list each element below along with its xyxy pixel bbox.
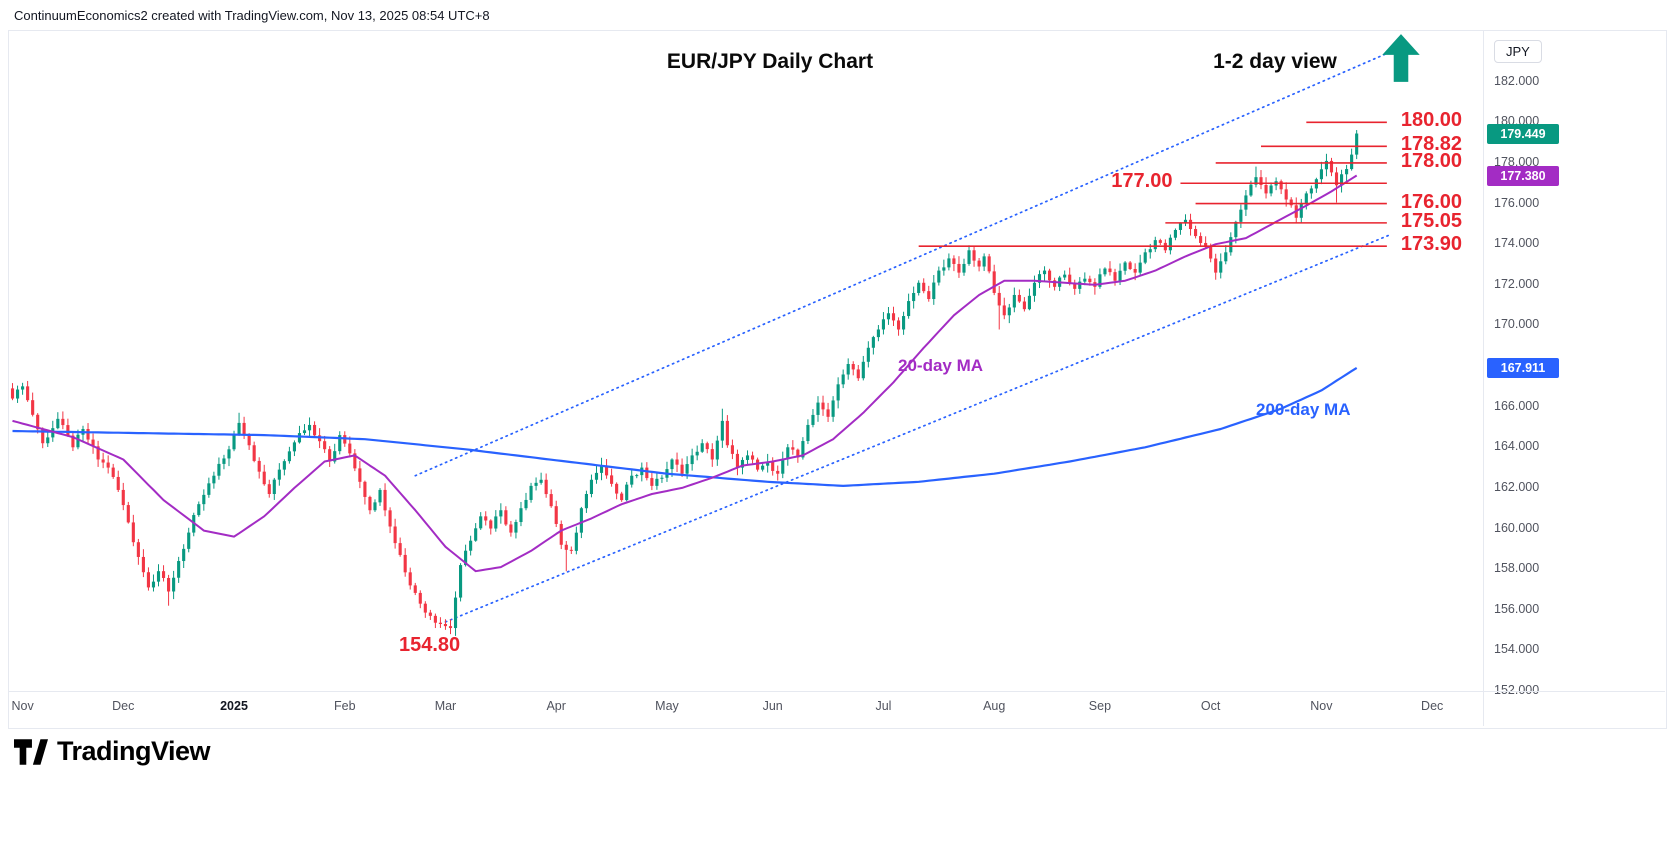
candles: [10, 130, 1359, 636]
chart-canvas[interactable]: [0, 0, 1674, 730]
time-axis-divider: [9, 691, 1665, 692]
view-note: 1-2 day view: [1213, 50, 1337, 73]
tradingview-logo[interactable]: TradingView: [14, 736, 211, 767]
up-arrow-icon: [1382, 34, 1420, 82]
ma200-label: 200-day MA: [1256, 400, 1351, 419]
tradingview-logo-text: TradingView: [57, 736, 211, 766]
attribution-text: ContinuumEconomics2 created with Trading…: [14, 8, 490, 23]
trend-channel-line[interactable]: [414, 50, 1393, 477]
price-axis-divider: [1483, 31, 1484, 726]
ma20-line[interactable]: [12, 174, 1358, 573]
tradingview-logo-icon: [14, 738, 48, 765]
ma200-line[interactable]: [12, 366, 1358, 487]
chart-title: EUR/JPY Daily Chart: [666, 50, 874, 73]
key-low-label: 154.80: [399, 634, 461, 656]
trend-channel-line[interactable]: [444, 233, 1393, 623]
currency-label[interactable]: JPY: [1494, 40, 1542, 63]
ma20-label: 20-day MA: [898, 356, 984, 375]
